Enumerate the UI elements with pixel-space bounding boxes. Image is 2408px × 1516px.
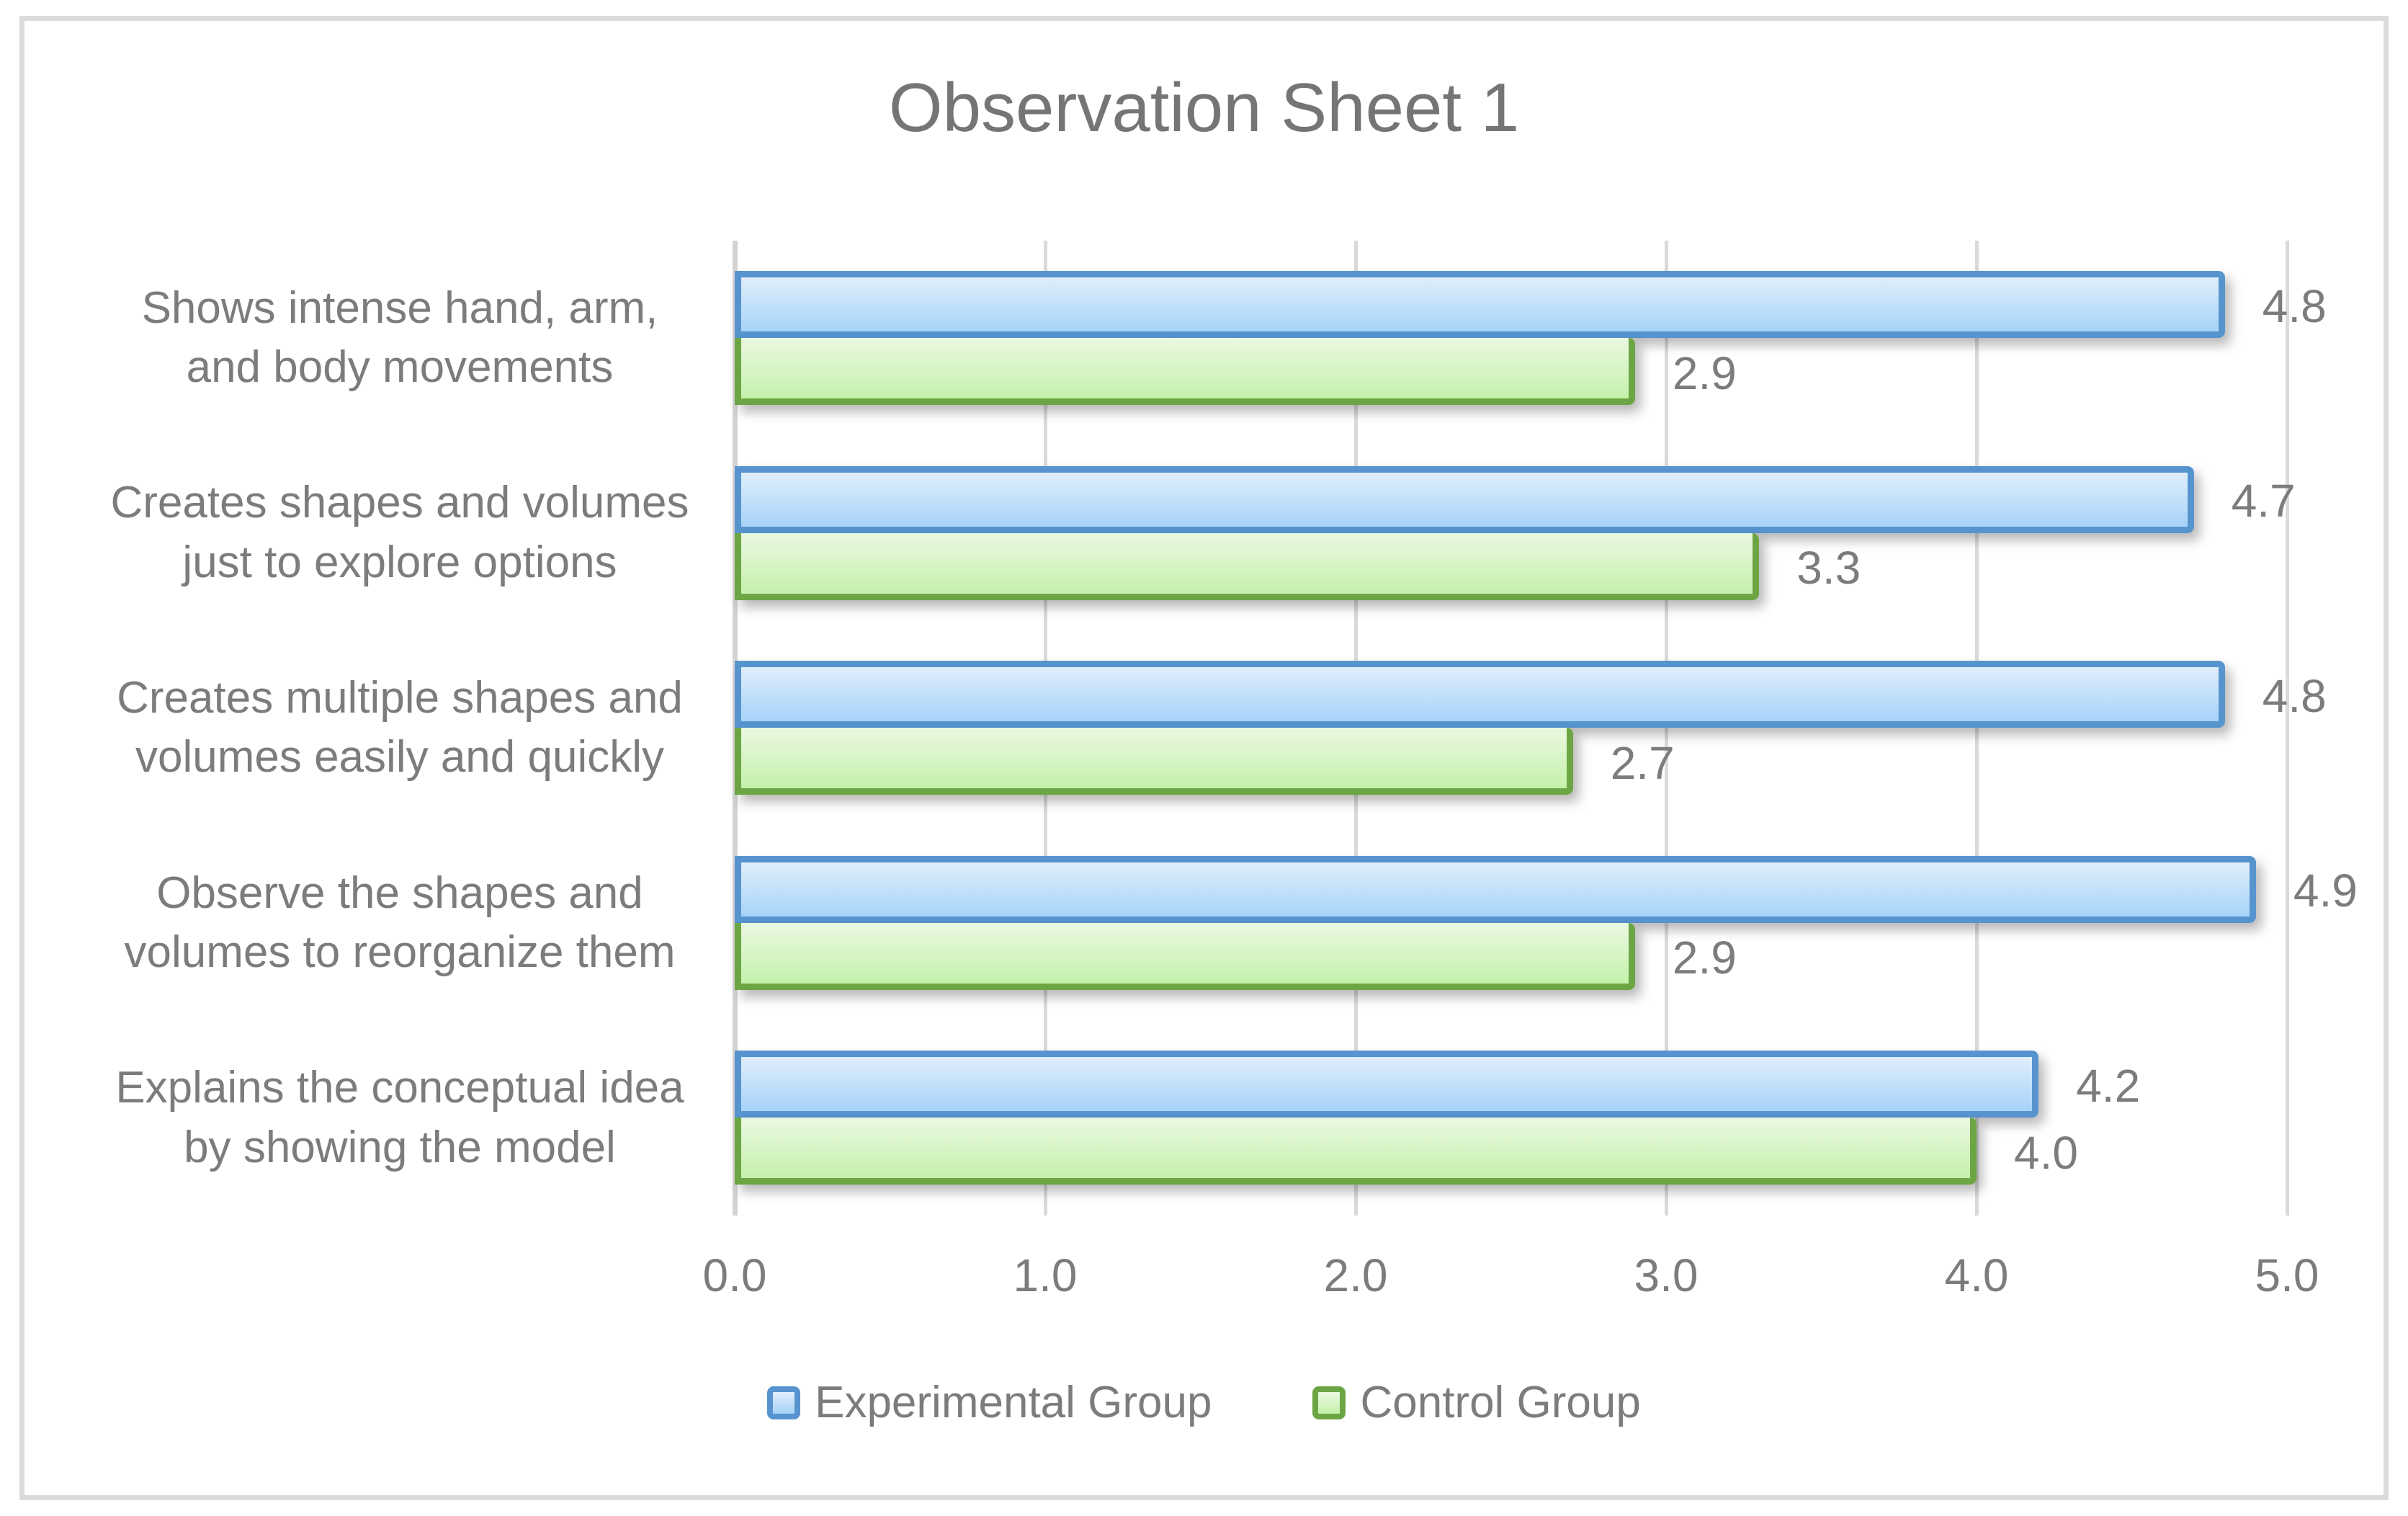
bar-experimental-group-row-3	[735, 661, 2225, 728]
plot-area: 4.8 2.9 4.7 3.3 4.8 2.7 4.9 2.9 4.2 4.0	[732, 241, 2358, 1216]
bar-control-group-row-5	[735, 1118, 1977, 1185]
gridline-4.0	[1974, 241, 1979, 1216]
category-label-1: Shows intense hand, arm, and body moveme…	[141, 282, 658, 393]
gridline-3.0	[1664, 241, 1668, 1216]
x-tick-label-2.0: 2.0	[1323, 1249, 1388, 1301]
data-label-experimental-group-row-1: 4.8	[2262, 280, 2327, 332]
data-label-experimental-group-row-3: 4.8	[2262, 669, 2327, 722]
bar-experimental-group-row-5	[735, 1051, 2039, 1118]
x-tick-label-1.0: 1.0	[1013, 1249, 1078, 1301]
bar-experimental-group-row-2	[735, 465, 2194, 533]
bar-control-group-row-2	[735, 532, 1760, 600]
legend-item-experimental-group: Experimental Group	[767, 1381, 1212, 1425]
data-label-control-group-row-4: 2.9	[1672, 932, 1737, 984]
data-label-control-group-row-3: 2.7	[1610, 736, 1675, 789]
bar-experimental-group-row-4	[735, 855, 2256, 923]
legend-label-experimental-group: Experimental Group	[815, 1378, 1212, 1427]
bar-control-group-row-3	[735, 728, 1573, 795]
x-tick-label-3.0: 3.0	[1634, 1249, 1698, 1301]
bar-control-group-row-1	[735, 338, 1635, 405]
gridline-5.0	[2285, 241, 2289, 1216]
chart-title: Observation Sheet 1	[888, 69, 1520, 146]
bar-control-group-row-4	[735, 922, 1635, 990]
bar-experimental-group-row-1	[735, 271, 2225, 338]
legend-swatch-experimental-group	[767, 1386, 801, 1419]
x-tick-label-4.0: 4.0	[1944, 1249, 2009, 1301]
data-label-control-group-row-1: 2.9	[1672, 347, 1737, 399]
category-label-4: Observe the shapes and volumes to reorga…	[124, 868, 676, 978]
data-label-control-group-row-5: 4.0	[2014, 1126, 2078, 1179]
data-label-experimental-group-row-2: 4.7	[2231, 475, 2296, 527]
data-label-control-group-row-2: 3.3	[1796, 542, 1861, 594]
legend-swatch-control-group	[1312, 1386, 1346, 1419]
x-tick-label-0.0: 0.0	[702, 1249, 767, 1301]
category-label-5: Explains the conceptual idea by showing …	[115, 1063, 684, 1172]
data-label-experimental-group-row-5: 4.2	[2076, 1059, 2141, 1112]
legend-label-control-group: Control Group	[1360, 1378, 1641, 1427]
legend-item-control-group: Control Group	[1312, 1378, 1641, 1427]
category-label-2: Creates shapes and volumes just to explo…	[110, 478, 689, 587]
category-label-3: Creates multiple shapes and volumes easi…	[117, 673, 683, 782]
legend: Experimental Group Control Group	[0, 1381, 2408, 1425]
data-label-experimental-group-row-4: 4.9	[2293, 865, 2358, 917]
x-tick-label-5.0: 5.0	[2255, 1249, 2319, 1301]
